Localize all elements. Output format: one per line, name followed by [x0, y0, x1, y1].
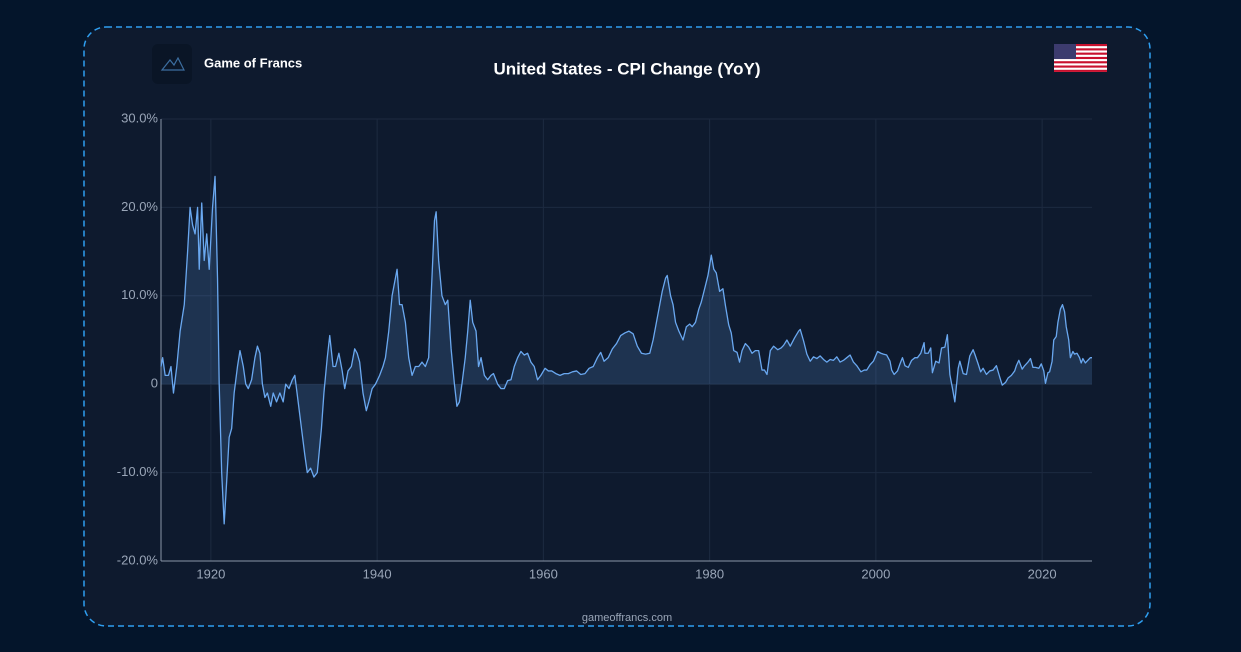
x-tick-label: 1940: [363, 566, 392, 581]
x-tick-label: 2000: [861, 566, 890, 581]
chart-title: United States - CPI Change (YoY): [494, 59, 761, 78]
y-tick-label: 0: [151, 376, 158, 391]
flag: [1054, 44, 1107, 72]
line: [160, 175, 1092, 525]
x-tick-label: 1960: [529, 566, 558, 581]
y-tick-label: -10.0%: [117, 464, 159, 479]
y-tick-label: 10.0%: [121, 287, 158, 302]
logo-icon: [160, 56, 185, 71]
logo: [152, 44, 192, 84]
x-tick-label: 2020: [1028, 566, 1057, 581]
footer: gameoffrancs.com: [582, 612, 672, 624]
brand: Game of Francs: [204, 55, 302, 70]
x-tick-label: 1920: [196, 566, 225, 581]
area: [161, 176, 1092, 524]
card: [83, 26, 1151, 627]
y-tick-label: -20.0%: [117, 552, 159, 567]
y-tick-label: 20.0%: [121, 199, 158, 214]
y-tick-label: 30.0%: [121, 110, 158, 125]
x-tick-label: 1980: [695, 566, 724, 581]
